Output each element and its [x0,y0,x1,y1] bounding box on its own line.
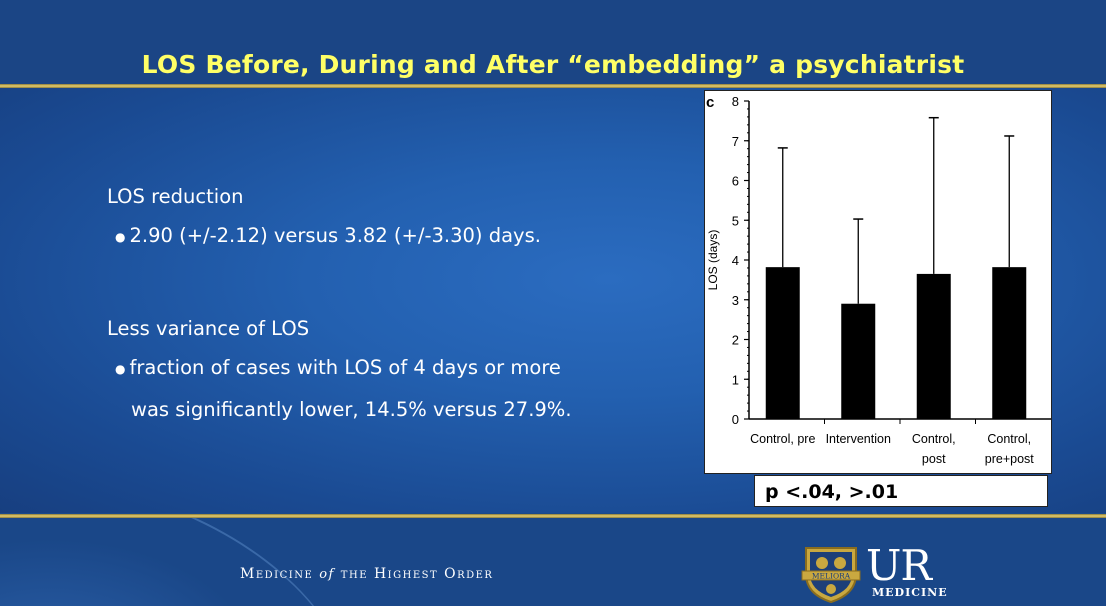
header-band [0,0,1106,84]
x-tick-label: Control, [912,432,956,446]
y-tick-label: 7 [732,134,739,149]
y-axis-label: LOS (days) [706,230,720,291]
panel-label: c [706,94,714,111]
x-tick-label: Intervention [826,432,891,446]
footer-band [0,518,1106,606]
bullet-text: fraction of cases with LOS of 4 days or … [129,356,561,379]
bullet-fraction-cases-cont: was significantly lower, 14.5% versus 27… [131,398,572,421]
bar [841,303,876,419]
bar [992,267,1027,419]
tagline-part: the Highest Order [334,566,494,582]
logo-ur-text: UR [866,541,932,590]
bullet-text: 2.90 (+/-2.12) versus 3.82 (+/-3.30) day… [129,224,541,247]
bar-chart: c 0 1 2 3 4 5 6 7 8 LOS (days) Control, pre Interven… [704,90,1052,474]
x-tick-label: Control, [987,432,1031,446]
footer-tagline: Medicine of the Highest Order [240,566,493,582]
section-heading-less-variance: Less variance of LOS [107,317,310,340]
bullet-fraction-cases: ● fraction of cases with LOS of 4 days or… [115,356,561,379]
y-tick-label: 0 [732,412,739,427]
y-tick-label: 2 [732,333,739,348]
footer-swoosh-line [0,518,388,606]
logo-medicine-text: MEDICINE [872,586,948,599]
y-tick-label: 1 [732,372,739,387]
y-tick-label: 3 [732,293,739,308]
x-tick-label: pre+post [985,452,1035,466]
bullet-los-values: ● 2.90 (+/-2.12) versus 3.82 (+/-3.30) da… [115,224,541,247]
bullet-icon: ● [115,361,126,376]
bullet-icon: ● [115,229,126,244]
section-heading-los-reduction: LOS reduction [107,185,244,208]
slide-title: LOS Before, During and After “embedding”… [141,50,965,79]
x-tick-label: Control, pre [750,432,815,446]
header-gold-rule [0,84,1106,88]
svg-text:MELIORA: MELIORA [812,572,851,581]
p-value-box: p <.04, >.01 [754,475,1048,507]
chart-svg: c 0 1 2 3 4 5 6 7 8 LOS (days) Control, pre Interven… [706,94,1051,466]
y-tick-label: 8 [732,94,739,109]
tagline-of: of [319,567,335,582]
footer-gold-rule [0,514,1106,518]
y-tick-label: 4 [732,253,739,268]
bar [916,273,951,419]
footer-swoosh-glow [0,538,260,606]
x-tick-label: post [922,452,946,466]
bar [765,267,800,419]
ur-medicine-logo: MELIORA UR MEDICINE [800,544,960,604]
shield-icon: MELIORA [801,547,861,604]
tagline-part: Medicine [240,566,320,582]
y-tick-label: 5 [732,213,739,228]
y-tick-label: 6 [732,174,739,189]
